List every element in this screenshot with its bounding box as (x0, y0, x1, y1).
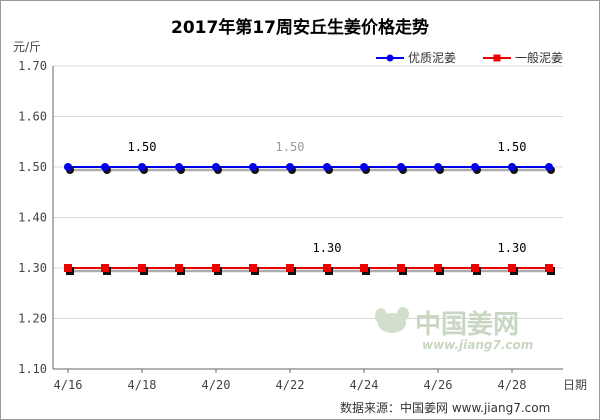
data-point (323, 163, 331, 171)
data-point (397, 264, 405, 272)
x-tick-label: 4/28 (498, 378, 527, 392)
legend-series-2-label: 一般泥姜 (515, 50, 563, 65)
data-point (360, 163, 368, 171)
data-point (138, 264, 146, 272)
data-label: 1.50 (276, 140, 305, 154)
ginger-logo-icon (375, 307, 409, 333)
series-2 (64, 264, 555, 275)
axes (52, 66, 563, 370)
x-tick-label: 4/20 (202, 378, 231, 392)
legend: 优质泥姜 一般泥姜 (376, 50, 563, 65)
data-point (64, 264, 72, 272)
data-point (101, 163, 109, 171)
series-1 (64, 163, 555, 174)
chart-title: 2017年第17周安丘生姜价格走势 (171, 17, 429, 38)
data-point (471, 264, 479, 272)
data-point (212, 163, 220, 171)
data-point (175, 163, 183, 171)
data-point (545, 163, 553, 171)
y-tick-labels: 1.10 1.20 1.30 1.40 1.50 1.60 1.70 (18, 59, 47, 376)
y-tick-label: 1.10 (18, 362, 47, 376)
y-tick-label: 1.50 (18, 160, 47, 174)
data-point (249, 163, 257, 171)
y-tick-label: 1.20 (18, 312, 47, 326)
data-point (471, 163, 479, 171)
legend-item-series-1: 优质泥姜 (376, 51, 456, 65)
data-point (175, 264, 183, 272)
watermark-text: 中国姜网 (415, 309, 519, 340)
x-axis-unit-label: 日期 (563, 378, 587, 392)
data-point (249, 264, 257, 272)
data-label: 1.50 (128, 140, 157, 154)
gridlines (53, 65, 563, 319)
x-tick-label: 4/24 (350, 378, 379, 392)
series (64, 163, 555, 275)
data-label: 1.50 (498, 140, 527, 154)
data-label: 1.30 (313, 241, 342, 255)
data-label: 1.30 (498, 241, 527, 255)
data-point (508, 264, 516, 272)
watermark: 中国姜网 www.jiang7.com (375, 307, 533, 352)
y-axis-unit-label: 元/斤 (13, 40, 41, 54)
data-labels: 1.50 1.50 1.50 1.30 1.30 (128, 140, 527, 255)
watermark-url: www.jiang7.com (422, 338, 533, 352)
legend-series-2-marker (493, 54, 501, 62)
y-tick-label: 1.40 (18, 211, 47, 225)
y-tick-label: 1.70 (18, 59, 47, 73)
data-source-note: 数据来源：中国姜网 www.jiang7.com (340, 400, 550, 415)
data-point (360, 264, 368, 272)
data-point (323, 264, 331, 272)
data-point (212, 264, 220, 272)
data-point (508, 163, 516, 171)
data-point (286, 163, 294, 171)
x-tick-label: 4/22 (276, 378, 305, 392)
data-point (138, 163, 146, 171)
data-point (434, 264, 442, 272)
data-point (545, 264, 553, 272)
data-point (101, 264, 109, 272)
legend-series-1-marker (386, 54, 394, 62)
x-tick-label: 4/18 (128, 378, 157, 392)
data-point (286, 264, 294, 272)
y-tick-label: 1.30 (18, 261, 47, 275)
data-point (434, 163, 442, 171)
x-tick-label: 4/26 (424, 378, 453, 392)
x-tick-label: 4/16 (54, 378, 83, 392)
data-point (397, 163, 405, 171)
x-tick-labels: 4/16 4/18 4/20 4/22 4/24 4/26 4/28 (54, 369, 527, 392)
y-tick-label: 1.60 (18, 110, 47, 124)
legend-item-series-2: 一般泥姜 (483, 50, 563, 65)
data-point (64, 163, 72, 171)
legend-series-1-label: 优质泥姜 (408, 51, 456, 65)
